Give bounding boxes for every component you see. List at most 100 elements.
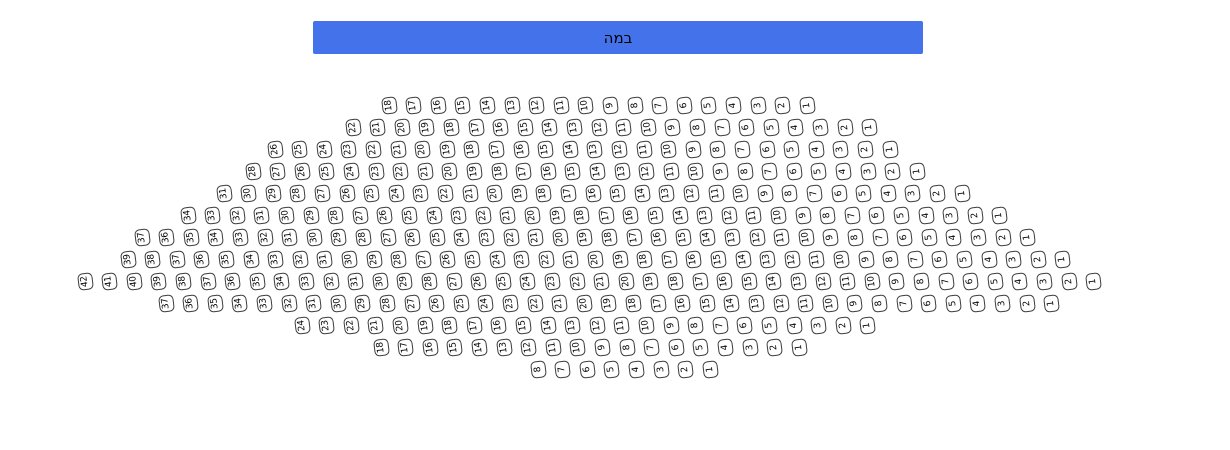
seat[interactable]: 32 [228, 205, 246, 225]
seat[interactable]: 28 [378, 293, 396, 313]
seat[interactable]: 6 [758, 139, 776, 159]
seat[interactable]: 24 [477, 293, 495, 313]
seat[interactable]: 7 [711, 315, 729, 335]
seat[interactable]: 19 [418, 117, 436, 137]
seat[interactable]: 12 [814, 271, 832, 291]
seat[interactable]: 14 [541, 117, 559, 137]
seat[interactable]: 20 [414, 139, 432, 159]
seat[interactable]: 32 [291, 249, 309, 269]
seat[interactable]: 4 [969, 293, 987, 313]
seat[interactable]: 4 [1011, 271, 1029, 291]
seat[interactable]: 9 [756, 183, 774, 203]
seat[interactable]: 18 [372, 337, 390, 357]
seat[interactable]: 7 [733, 139, 751, 159]
seat[interactable]: 14 [734, 249, 752, 269]
seat[interactable]: 22 [342, 315, 360, 335]
seat[interactable]: 14 [765, 271, 783, 291]
seat[interactable]: 38 [144, 249, 162, 269]
seat[interactable]: 22 [436, 183, 454, 203]
seat[interactable]: 16 [685, 249, 703, 269]
seat[interactable]: 9 [601, 95, 619, 115]
seat[interactable]: 8 [781, 183, 799, 203]
seat[interactable]: 17 [397, 337, 415, 357]
seat[interactable]: 11 [773, 227, 791, 247]
seat[interactable]: 18 [463, 139, 481, 159]
seat[interactable]: 9 [593, 337, 611, 357]
seat[interactable]: 4 [879, 183, 897, 203]
seat[interactable]: 21 [461, 183, 479, 203]
seat[interactable]: 16 [421, 337, 439, 357]
seat[interactable]: 5 [700, 95, 718, 115]
seat[interactable]: 29 [365, 249, 383, 269]
seat[interactable]: 6 [578, 359, 596, 379]
seat[interactable]: 10 [637, 315, 655, 335]
seat[interactable]: 3 [811, 117, 829, 137]
seat[interactable]: 6 [868, 205, 886, 225]
seat[interactable]: 7 [895, 293, 913, 313]
seat[interactable]: 15 [537, 139, 555, 159]
seat[interactable]: 17 [515, 161, 533, 181]
seat[interactable]: 32 [280, 293, 298, 313]
seat[interactable]: 18 [490, 161, 508, 181]
seat[interactable]: 19 [642, 271, 660, 291]
seat[interactable]: 9 [662, 315, 680, 335]
seat[interactable]: 5 [603, 359, 621, 379]
seat[interactable]: 17 [467, 117, 485, 137]
seat[interactable]: 12 [588, 315, 606, 335]
seat[interactable]: 15 [514, 315, 532, 335]
seat[interactable]: 14 [633, 183, 651, 203]
seat[interactable]: 29 [264, 183, 282, 203]
seat[interactable]: 5 [762, 117, 780, 137]
seat[interactable]: 37 [157, 293, 175, 313]
seat[interactable]: 26 [404, 227, 422, 247]
seat[interactable]: 3 [741, 337, 759, 357]
seat[interactable]: 13 [759, 249, 777, 269]
seat[interactable]: 17 [465, 315, 483, 335]
seat[interactable]: 36 [224, 271, 242, 291]
seat[interactable]: 27 [403, 293, 421, 313]
seat[interactable]: 4 [980, 249, 998, 269]
seat[interactable]: 18 [666, 271, 684, 291]
seat[interactable]: 22 [474, 205, 492, 225]
seat[interactable]: 11 [808, 249, 826, 269]
seat[interactable]: 5 [760, 315, 778, 335]
seat[interactable]: 22 [526, 293, 544, 313]
seat[interactable]: 17 [691, 271, 709, 291]
seat[interactable]: 26 [338, 183, 356, 203]
seat[interactable]: 4 [807, 139, 825, 159]
seat[interactable]: 10 [863, 271, 881, 291]
seat[interactable]: 12 [682, 183, 700, 203]
seat[interactable]: 6 [667, 337, 685, 357]
seat[interactable]: 16 [512, 139, 530, 159]
seat[interactable]: 14 [561, 139, 579, 159]
seat[interactable]: 18 [442, 117, 460, 137]
seat[interactable]: 5 [855, 183, 873, 203]
seat[interactable]: 5 [986, 271, 1004, 291]
seat[interactable]: 7 [805, 183, 823, 203]
seat[interactable]: 12 [638, 161, 656, 181]
seat[interactable]: 10 [660, 139, 678, 159]
seat[interactable]: 13 [586, 139, 604, 159]
seat[interactable]: 18 [380, 95, 398, 115]
seat[interactable]: 27 [379, 227, 397, 247]
seat[interactable]: 10 [569, 337, 587, 357]
seat[interactable]: 3 [969, 227, 987, 247]
seat[interactable]: 34 [273, 271, 291, 291]
seat[interactable]: 12 [720, 205, 738, 225]
seat[interactable]: 19 [600, 293, 618, 313]
seat[interactable]: 30 [240, 183, 258, 203]
seat[interactable]: 15 [516, 117, 534, 137]
seat[interactable]: 20 [391, 315, 409, 335]
seat[interactable]: 3 [904, 183, 922, 203]
seat[interactable]: 9 [711, 161, 729, 181]
seat[interactable]: 6 [962, 271, 980, 291]
seat[interactable]: 33 [204, 205, 222, 225]
seat[interactable]: 22 [537, 249, 555, 269]
seat[interactable]: 10 [797, 227, 815, 247]
seat[interactable]: 14 [588, 161, 606, 181]
seat[interactable]: 10 [832, 249, 850, 269]
seat[interactable]: 15 [740, 271, 758, 291]
seat[interactable]: 5 [955, 249, 973, 269]
seat[interactable]: 32 [322, 271, 340, 291]
seat[interactable]: 3 [1005, 249, 1023, 269]
